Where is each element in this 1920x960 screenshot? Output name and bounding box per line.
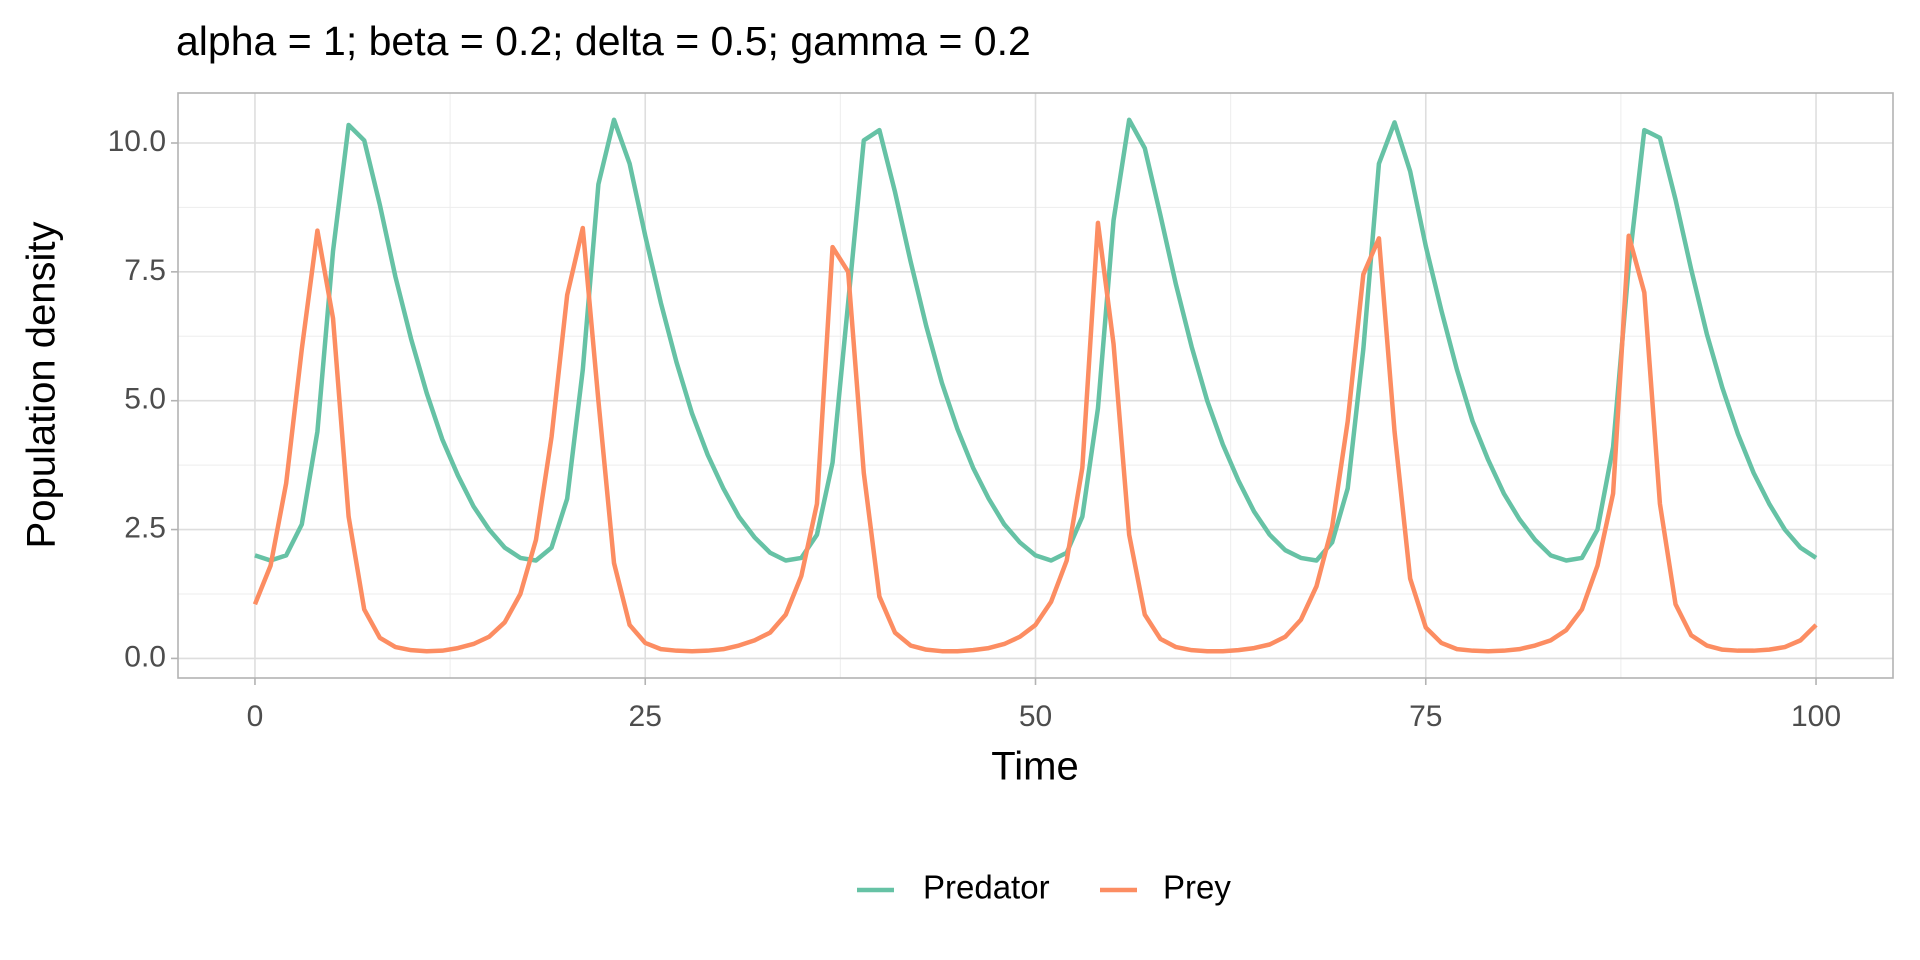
legend-label: Predator: [923, 869, 1050, 906]
legend-label: Prey: [1163, 869, 1231, 906]
y-tick-label: 2.5: [124, 511, 166, 544]
y-tick-label: 7.5: [124, 254, 166, 287]
x-tick-label: 0: [247, 700, 264, 733]
panel-border: [177, 92, 1894, 679]
chart-title: alpha = 1; beta = 0.2; delta = 0.5; gamm…: [176, 18, 1031, 64]
y-axis-title: Population density: [20, 222, 64, 549]
series-line: [252, 220, 1818, 654]
x-tick-label: 75: [1409, 700, 1442, 733]
y-tick-label: 0.0: [124, 640, 166, 673]
x-axis-title: Time: [991, 745, 1078, 789]
y-tick-label: 10.0: [108, 125, 166, 158]
y-tick-label: 5.0: [124, 383, 166, 416]
series-line: [254, 117, 1818, 563]
x-tick-label: 25: [629, 700, 662, 733]
x-tick-label: 100: [1791, 700, 1841, 733]
x-tick-label: 50: [1019, 700, 1052, 733]
